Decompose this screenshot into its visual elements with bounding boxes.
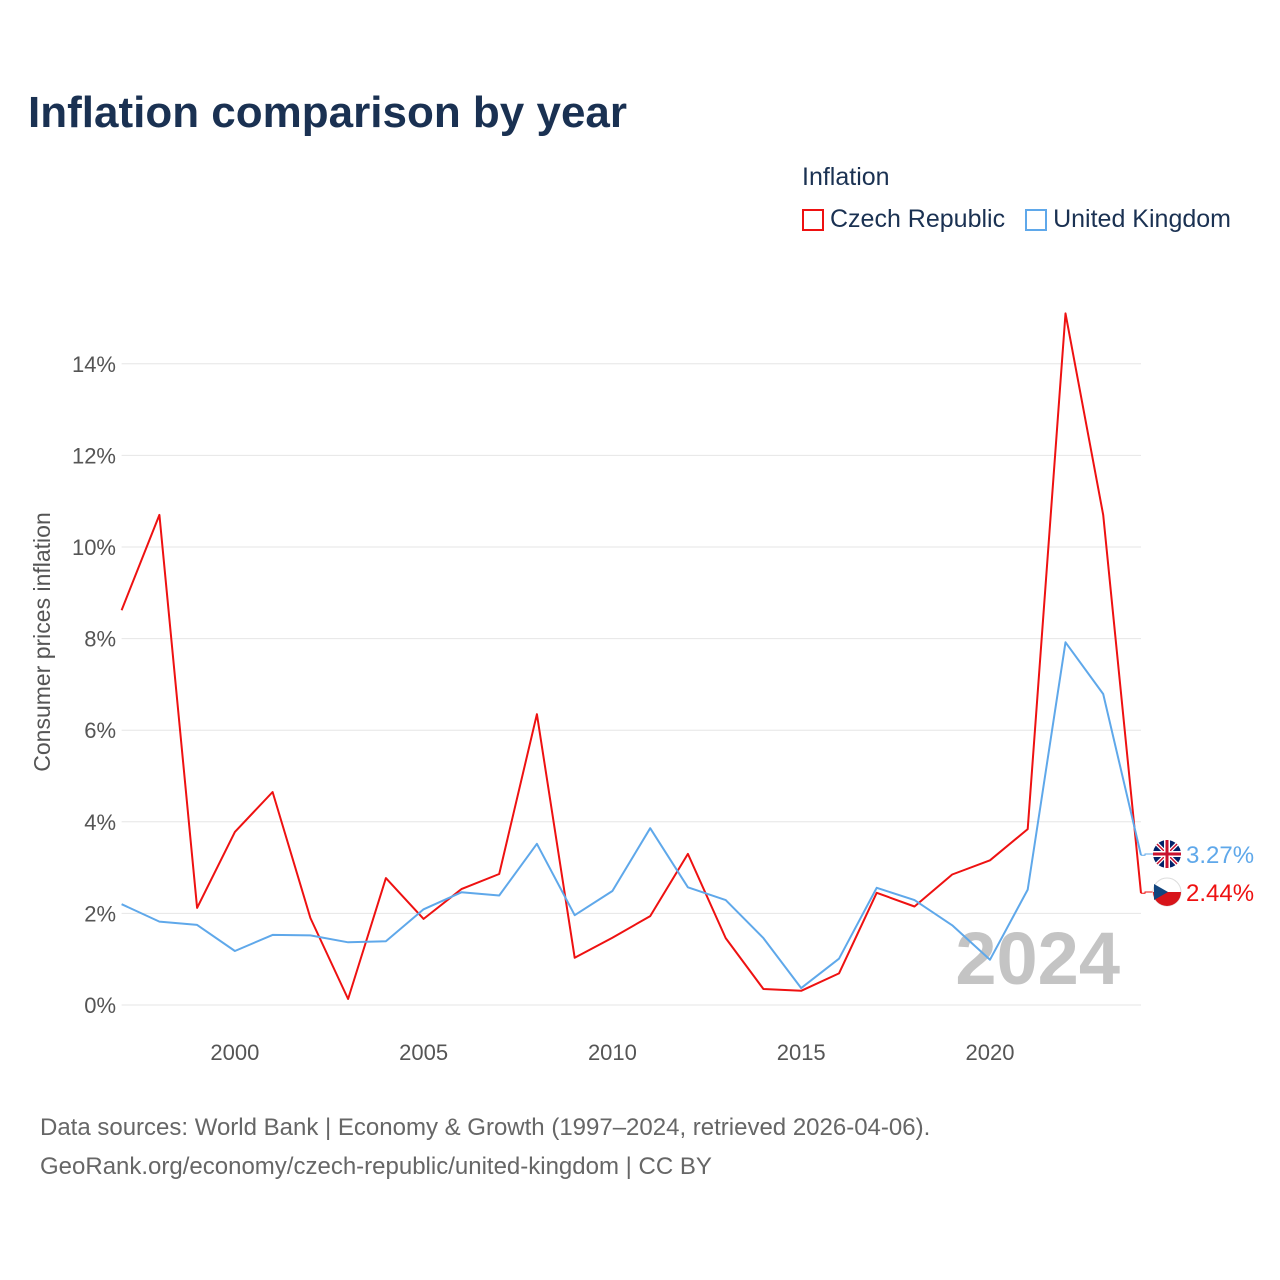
x-tick-label: 2005 [399, 1040, 448, 1065]
series-line-czech-republic [120, 312, 1142, 1000]
end-value-label: 2.44% [1186, 880, 1254, 907]
x-tick-label: 2020 [966, 1040, 1015, 1065]
legend-label: Czech Republic [830, 205, 1006, 233]
series-line-united-kingdom [121, 641, 1142, 990]
y-tick-label: 12% [72, 443, 116, 468]
y-tick-label: 14% [72, 352, 116, 377]
chart-title: Inflation comparison by year [28, 88, 628, 137]
end-label-connector [1141, 891, 1153, 894]
legend-title: Inflation [802, 163, 890, 191]
footer: Data sources: World Bank | Economy & Gro… [40, 1108, 930, 1186]
y-tick-label: 4% [84, 810, 116, 835]
data-source-text: Data sources: World Bank | Economy & Gro… [40, 1114, 931, 1141]
year-watermark: 2024 [955, 917, 1120, 1000]
x-tick-label: 2000 [210, 1040, 259, 1065]
legend-item-czech-republic[interactable]: Czech Republic [802, 205, 1005, 234]
czech-flag-icon-triangle [1154, 884, 1168, 900]
end-label-connector [1141, 853, 1153, 856]
legend-label: United Kingdom [1053, 205, 1231, 233]
x-tick-label: 2015 [777, 1040, 826, 1065]
legend-swatch-czech [802, 208, 824, 231]
y-tick-label: 10% [72, 535, 116, 560]
y-axis-label: Consumer prices inflation [29, 512, 55, 772]
x-tick-label: 2010 [588, 1040, 637, 1065]
uk-flag-icon-cross-red [1153, 840, 1181, 868]
end-value-label: 3.27% [1186, 842, 1254, 869]
y-tick-label: 0% [84, 993, 116, 1018]
legend-swatch-uk [1025, 208, 1048, 231]
source-url-text: GeoRank.org/economy/czech-republic/unite… [40, 1153, 712, 1180]
y-tick-label: 8% [84, 627, 116, 652]
y-tick-label: 6% [84, 718, 116, 743]
legend-item-united-kingdom[interactable]: United Kingdom [1025, 205, 1231, 234]
legend: Czech Republic United Kingdom [802, 205, 1231, 234]
y-tick-label: 2% [84, 901, 116, 926]
